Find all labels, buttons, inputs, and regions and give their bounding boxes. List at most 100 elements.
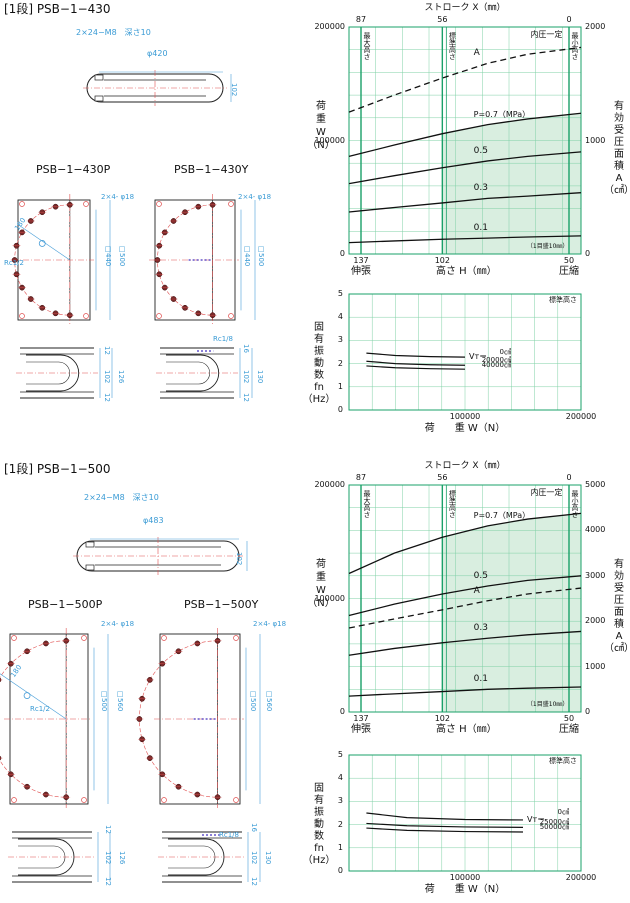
load2-yl-tick-1: 100000 [314,593,345,603]
s2-p-bolt-circle [0,640,67,798]
s2-bolt-top [85,541,95,548]
s1-p-corner-hole [19,201,25,207]
s2-y-side-view [158,831,261,883]
section1-port-y: Rc1/8 [213,335,233,343]
load2-yr-tick-2: 3000 [585,570,606,580]
s1-y-face-view [149,194,256,324]
load2-yr-tick-3: 2000 [585,616,606,626]
load1-frame [348,26,582,255]
load1-x-label: 高さ H（㎜） [435,266,497,277]
load2-xt-tick-1: 56 [437,473,448,482]
section1-view-p-label: PSB−1−430P [36,163,111,176]
load2-y-right-label-3: 圧 [614,594,624,606]
section2-h-mid-p: 102 [104,851,112,865]
section2-port-y: Rc1/8 [219,831,239,839]
freq1-y-label-3: 動 [314,358,324,369]
load2-series-label-4: A [473,585,480,596]
section2-view-y-label: PSB−1−500Y [184,598,259,611]
freq1-y-tick-1: 4 [337,312,343,322]
s1-y-side-bellow [166,354,220,392]
section2-sq-outer-p: □560 [116,690,124,712]
s2-y-corner-hole [161,635,167,641]
s2-p-face-view [0,628,109,808]
load2-zone_std: 標準高さ [448,490,457,518]
load1-x-left: 伸張 [351,266,371,277]
load1-y-right-label-4: 面 [614,148,624,160]
load1-xb-tick-1: 102 [434,256,450,265]
s1-top-outline [86,73,224,103]
s2-p-corner-hole [11,635,17,641]
section2-bolt-note: 2×24−M8 深さ10 [84,493,159,502]
s2-top-outline [76,540,240,572]
s1-p-side-view [16,347,113,399]
freq2-y-label-2: 振 [314,807,324,818]
s2-top-view [73,537,248,575]
freq2-series-label-1: 25000㎤ [539,818,569,827]
section2-diameter: φ483 [143,516,164,525]
load1-xb-tick-2: 50 [563,256,575,265]
s1-y-side-view [156,347,253,399]
s1-p-face-view [10,194,111,324]
freq2-series-label-0: 0㎤ [557,808,569,816]
freq1-y-tick-0: 5 [337,289,343,298]
load2-shade [442,513,581,712]
section2-h-bot-y: 12 [250,877,258,886]
load1-yl-tick-1: 100000 [314,135,345,145]
load2-series-label-3: 0.1 [473,674,488,685]
load1-y-right-label-5: 積 [614,160,624,172]
section2-hole-note-y: 2×4- φ18 [253,620,287,628]
s2-p-side-view [8,831,111,883]
freq2-vt-label: Vт＝ [527,814,546,824]
s2-p-corner-hole [11,797,17,803]
load1-chart [348,26,582,255]
section1-sq-outer-y: □500 [257,245,265,267]
freq2-series-0 [366,812,524,821]
section2-h-bot-p: 12 [104,877,112,886]
s1-p-corner-hole [83,201,89,207]
load1-series-label-1: 0.5 [473,145,488,156]
freq1-y-tick-3: 2 [337,358,343,368]
freq1-series-0 [366,352,466,358]
freq2-series-1 [366,822,524,828]
freq2-y-tick-5: 0 [337,866,343,875]
freq1-y-label-0: 固 [314,322,324,333]
load1-y-left-label-2: W [316,126,326,138]
s2-y-corner-hole [233,635,239,641]
load1-series-label-2: 0.3 [473,183,488,194]
load1-y-right-label-0: 有 [614,100,624,112]
s2-p-corner-hole [81,635,87,641]
load1-inner-label: 内圧一定 [530,30,563,39]
load1-series-label-4: A [473,48,480,59]
freq1-x-tick-1: 200000 [565,412,597,421]
load2-chart [348,484,582,713]
load1-series-1 [348,151,582,185]
load1-series-label-3: 0.1 [473,223,488,234]
freq2-chart [348,754,582,872]
section1-h-tot-p: 126 [117,370,125,384]
section1-side-dim: 102 [230,83,238,97]
load2-y-right-label-0: 有 [614,558,624,570]
load2-y-right-label-5: 積 [614,618,624,630]
freq1-x-label: 荷 重 W（N） [424,423,506,434]
freq1-frame [348,293,582,411]
load2-yr-tick-5: 0 [585,707,591,716]
load1-yl-tick-2: 0 [339,249,345,258]
load1-yr-tick-0: 2000 [585,22,606,31]
s1-bolt-bot [94,95,104,102]
section1-bolt-note: 2×24−M8 深さ10 [76,28,151,37]
load1-y-right-label-2: 受 [614,124,624,136]
section1-sq-inner-p: □440 [104,245,112,267]
section1-hole-note-y: 2×4- φ18 [238,193,272,201]
s1-bolt-top [94,74,104,81]
load1-shade [442,113,581,254]
section1-h-bot-p: 12 [103,393,111,402]
load2-series-2 [348,630,582,656]
freq1-y-tick-4: 1 [337,381,343,391]
load1-y-right-label-1: 効 [614,112,624,124]
freq1-series-label-0: 0㎤ [499,348,511,357]
section2-side-dim: 102 [235,552,243,566]
s1-top-view [83,70,232,106]
load1-xb-tick-0: 137 [353,256,369,265]
s1-y-corner-hole [228,201,234,207]
load2-x-note: （1目盛10㎜） [526,701,569,708]
